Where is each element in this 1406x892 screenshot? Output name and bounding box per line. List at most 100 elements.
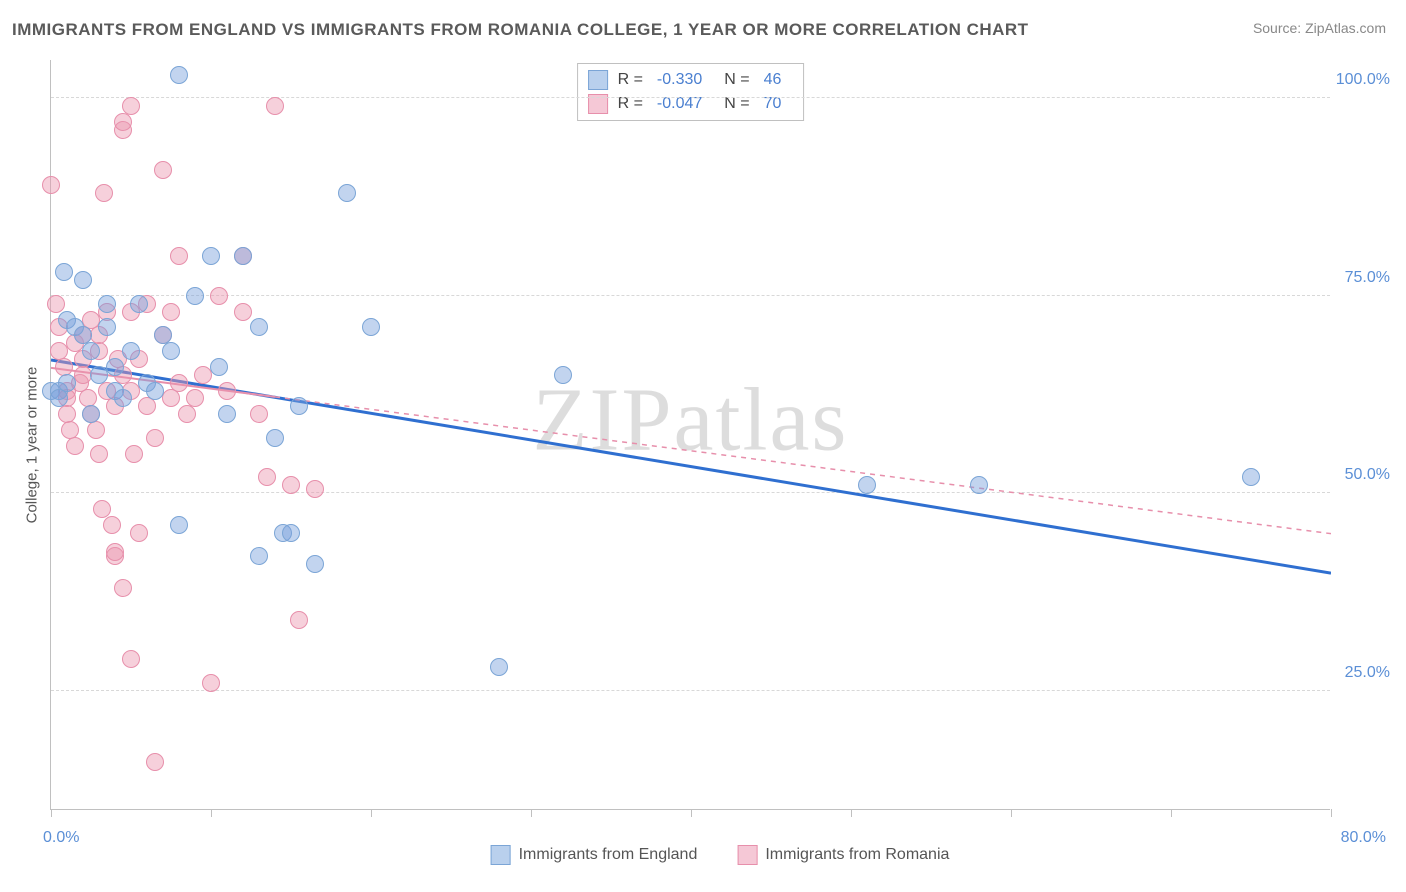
- data-point: [170, 66, 188, 84]
- data-point: [362, 318, 380, 336]
- legend-n-value: 46: [764, 71, 782, 89]
- data-point: [250, 405, 268, 423]
- data-point: [122, 342, 140, 360]
- data-point: [858, 476, 876, 494]
- data-point: [50, 389, 68, 407]
- y-tick-label: 100.0%: [1336, 71, 1390, 89]
- y-axis-label: College, 1 year or more: [24, 367, 41, 524]
- legend-row: R =-0.047N =70: [588, 92, 794, 116]
- x-tick-label-max: 80.0%: [1341, 829, 1386, 847]
- data-point: [234, 247, 252, 265]
- data-point: [970, 476, 988, 494]
- source-label: Source: ZipAtlas.com: [1253, 20, 1386, 36]
- data-point: [290, 397, 308, 415]
- data-point: [82, 405, 100, 423]
- data-point: [282, 476, 300, 494]
- data-point: [306, 555, 324, 573]
- legend-item: Immigrants from Romania: [737, 845, 949, 865]
- chart-title: IMMIGRANTS FROM ENGLAND VS IMMIGRANTS FR…: [12, 20, 1029, 40]
- watermark: ZIPatlas: [533, 368, 849, 471]
- legend-row: R = -0.330 N = 46: [588, 68, 794, 92]
- legend-swatch: [588, 70, 608, 90]
- data-point: [210, 287, 228, 305]
- data-point: [98, 295, 116, 313]
- data-point: [125, 445, 143, 463]
- data-point: [98, 318, 116, 336]
- data-point: [266, 97, 284, 115]
- x-tick-label-min: 0.0%: [43, 829, 79, 847]
- data-point: [146, 753, 164, 771]
- y-tick-label: 25.0%: [1345, 664, 1390, 682]
- data-point: [1242, 468, 1260, 486]
- data-point: [490, 658, 508, 676]
- data-point: [58, 374, 76, 392]
- legend-n-label: N =: [724, 71, 749, 89]
- chart-container: College, 1 year or more ZIPatlas R =-0.3…: [50, 60, 1390, 830]
- data-point: [146, 429, 164, 447]
- data-point: [55, 263, 73, 281]
- x-tick: [211, 809, 212, 817]
- legend-r-label: R =: [618, 71, 643, 89]
- data-point: [170, 374, 188, 392]
- data-point: [122, 650, 140, 668]
- gridline: [51, 97, 1330, 98]
- legend-swatch: [737, 845, 757, 865]
- data-point: [250, 318, 268, 336]
- regression-layer: [51, 60, 1331, 810]
- legend-correlation: R = -0.330 N = 46 R =-0.047N =70: [577, 63, 805, 121]
- data-point: [122, 97, 140, 115]
- data-point: [290, 611, 308, 629]
- data-point: [74, 271, 92, 289]
- x-tick: [1171, 809, 1172, 817]
- y-tick-label: 50.0%: [1345, 466, 1390, 484]
- data-point: [170, 247, 188, 265]
- data-point: [114, 113, 132, 131]
- legend-r-value: -0.330: [657, 71, 702, 89]
- data-point: [186, 287, 204, 305]
- x-tick: [531, 809, 532, 817]
- data-point: [106, 543, 124, 561]
- data-point: [130, 295, 148, 313]
- data-point: [186, 389, 204, 407]
- data-point: [202, 674, 220, 692]
- data-point: [338, 184, 356, 202]
- data-point: [42, 176, 60, 194]
- data-point: [210, 358, 228, 376]
- data-point: [306, 480, 324, 498]
- x-tick: [851, 809, 852, 817]
- data-point: [554, 366, 572, 384]
- x-tick: [51, 809, 52, 817]
- data-point: [162, 389, 180, 407]
- x-tick: [691, 809, 692, 817]
- gridline: [51, 690, 1330, 691]
- data-point: [138, 397, 156, 415]
- data-point: [178, 405, 196, 423]
- data-point: [218, 382, 236, 400]
- data-point: [106, 358, 124, 376]
- data-point: [218, 405, 236, 423]
- data-point: [154, 161, 172, 179]
- plot-area: ZIPatlas R =-0.330N =46R =-0.047N =70 25…: [50, 60, 1330, 810]
- data-point: [114, 389, 132, 407]
- gridline: [51, 492, 1330, 493]
- legend-label: Immigrants from Romania: [765, 846, 949, 864]
- data-point: [87, 421, 105, 439]
- data-point: [170, 516, 188, 534]
- data-point: [130, 524, 148, 542]
- gridline: [51, 295, 1330, 296]
- data-point: [103, 516, 121, 534]
- data-point: [258, 468, 276, 486]
- y-tick-label: 75.0%: [1345, 269, 1390, 287]
- legend-item: Immigrants from England: [491, 845, 698, 865]
- data-point: [146, 382, 164, 400]
- legend-series: Immigrants from England Immigrants from R…: [491, 845, 950, 865]
- x-tick: [1331, 809, 1332, 817]
- data-point: [90, 445, 108, 463]
- data-point: [66, 437, 84, 455]
- data-point: [282, 524, 300, 542]
- x-tick: [1011, 809, 1012, 817]
- data-point: [234, 303, 252, 321]
- data-point: [114, 579, 132, 597]
- data-point: [47, 295, 65, 313]
- data-point: [266, 429, 284, 447]
